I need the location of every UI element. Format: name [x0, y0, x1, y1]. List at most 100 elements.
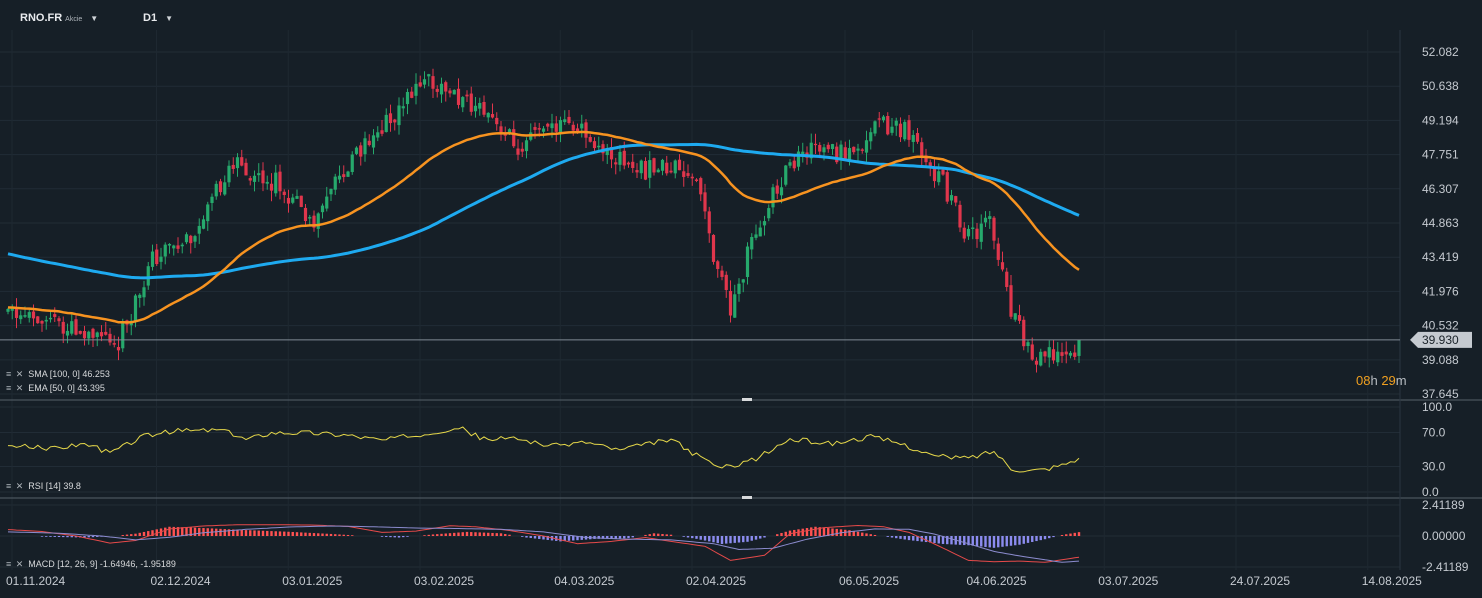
macd-histogram-bar-positive — [155, 529, 158, 536]
candle-up — [316, 213, 320, 229]
macd-histogram-bar-positive — [499, 533, 503, 536]
macd-histogram-bar-positive — [164, 527, 167, 536]
macd-histogram-bar-negative — [716, 536, 719, 544]
legend-sma[interactable]: ≡ ✕ SMA [100, 0] 46.253 — [6, 369, 110, 380]
rsi-tick-label: 30.0 — [1422, 460, 1446, 474]
candle-up — [184, 234, 189, 243]
macd-histogram-bar-positive — [312, 533, 316, 536]
macd-histogram-bar-positive — [185, 527, 188, 536]
macd-histogram-bar-positive — [873, 534, 877, 536]
candle-up — [660, 159, 665, 171]
chevron-down-icon[interactable]: ▼ — [90, 14, 99, 23]
candle-up — [397, 105, 401, 126]
candle-up — [656, 169, 660, 173]
candle-down — [898, 123, 903, 138]
candle-up — [295, 196, 299, 199]
macd-histogram-bar-positive — [291, 531, 294, 536]
candle-up — [121, 323, 125, 349]
macd-histogram-bar-negative — [623, 536, 626, 539]
timeframe-selector[interactable]: D1 ▼ — [143, 12, 173, 24]
candle-down — [218, 181, 223, 193]
symbol-selector[interactable]: RNO.FR Akcie ▼ — [20, 12, 98, 24]
macd-histogram-bar-positive — [818, 527, 821, 536]
macd-histogram-bar-negative — [971, 536, 974, 546]
sma-line — [7, 142, 1080, 280]
pane-resize-handle — [742, 398, 752, 401]
candle-up — [70, 321, 74, 334]
macd-histogram-bar-negative — [66, 536, 69, 538]
legend-ema[interactable]: ≡ ✕ EMA [50, 0] 43.395 — [6, 383, 105, 394]
legend-macd[interactable]: ≡ ✕ MACD [12, 26, 9] -1.64946, -1.95189 — [6, 559, 176, 570]
settings-close-icons[interactable]: ≡ ✕ — [6, 559, 25, 569]
settings-close-icons[interactable]: ≡ ✕ — [6, 383, 25, 393]
candle-down — [512, 129, 516, 147]
candle-up — [87, 331, 91, 339]
candle-up — [605, 148, 609, 156]
candle-up — [966, 228, 971, 237]
settings-close-icons[interactable]: ≡ ✕ — [6, 481, 25, 491]
candle-down — [652, 158, 656, 173]
chevron-down-icon[interactable]: ▼ — [165, 14, 173, 23]
candle-up — [163, 244, 167, 257]
candle-down — [388, 113, 393, 124]
macd-histogram-bar-positive — [193, 527, 197, 536]
candle-up — [1077, 339, 1081, 356]
candle-down — [609, 147, 614, 160]
macd-histogram-bar-negative — [946, 536, 949, 545]
candle-up — [371, 135, 376, 148]
date-tick-label: 02.04.2025 — [686, 574, 746, 588]
candle-up — [801, 151, 805, 155]
candle-up — [1026, 342, 1030, 347]
candle-down — [1030, 344, 1034, 360]
candle-down — [720, 270, 724, 277]
price-tick-label: 46.307 — [1422, 182, 1459, 196]
macd-histogram-bar-negative — [984, 536, 987, 547]
price-tick-label: 47.751 — [1422, 148, 1459, 162]
candle-up — [911, 134, 915, 142]
macd-histogram-bar-positive — [151, 530, 154, 536]
candle-up — [452, 89, 456, 95]
candle-down — [282, 191, 286, 196]
candle-down — [682, 171, 686, 177]
macd-histogram-bar-positive — [181, 527, 184, 536]
macd-histogram-bar-positive — [342, 534, 345, 536]
candle-up — [767, 208, 771, 219]
candle-down — [1009, 285, 1013, 317]
price-tick-label: 50.638 — [1422, 79, 1459, 93]
candle-up — [873, 121, 877, 134]
candle-up — [856, 148, 860, 151]
candle-down — [707, 211, 711, 234]
macd-histogram-bar-positive — [346, 534, 350, 536]
candle-up — [401, 106, 405, 109]
candle-up — [363, 138, 367, 155]
candle-up — [376, 132, 380, 138]
ema-line — [8, 130, 1080, 324]
macd-histogram-bar-negative — [980, 536, 983, 547]
macd-histogram-bar-negative — [563, 536, 566, 542]
macd-histogram-bar-negative — [759, 536, 762, 539]
macd-histogram-bar-positive — [869, 534, 872, 536]
macd-histogram-bar-negative — [1048, 536, 1051, 539]
settings-close-icons[interactable]: ≡ ✕ — [6, 369, 25, 379]
legend-rsi[interactable]: ≡ ✕ RSI [14] 39.8 — [6, 481, 81, 492]
candle-up — [193, 236, 197, 242]
candle-down — [690, 176, 694, 179]
candle-up — [354, 147, 359, 154]
macd-histogram-bar-positive — [461, 532, 464, 536]
candle-down — [57, 318, 61, 322]
candle-down — [269, 183, 274, 191]
macd-histogram-bar-positive — [478, 532, 481, 536]
macd-histogram-bar-positive — [1069, 533, 1072, 536]
macd-histogram-bar-negative — [1018, 536, 1021, 545]
macd-histogram-bar-negative — [750, 536, 753, 541]
macd-histogram-bar-negative — [912, 536, 915, 541]
rsi-tick-label: 0.0 — [1422, 485, 1439, 499]
macd-histogram-bar-negative — [992, 536, 996, 548]
macd-histogram-bar-positive — [848, 530, 851, 536]
macd-histogram-bar-positive — [1073, 532, 1076, 536]
macd-histogram-bar-positive — [453, 532, 456, 536]
macd-histogram-bar-positive — [423, 535, 426, 536]
candle-down — [61, 321, 65, 334]
macd-histogram-bar-positive — [856, 531, 860, 536]
